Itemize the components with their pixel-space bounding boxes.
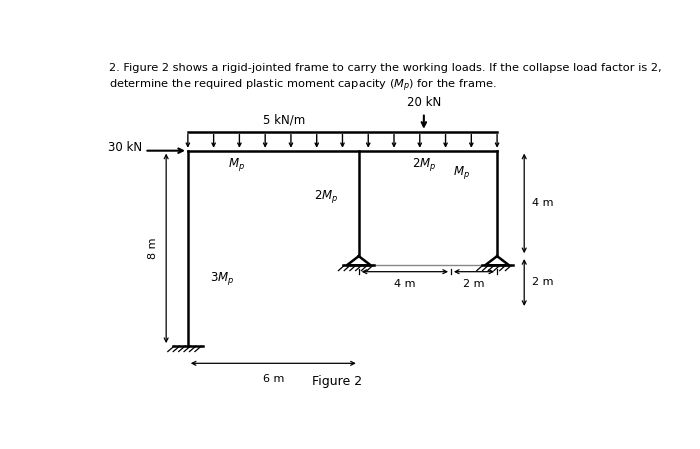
Text: 2. Figure 2 shows a rigid-jointed frame to carry the working loads. If the colla: 2. Figure 2 shows a rigid-jointed frame …: [109, 62, 662, 73]
Text: 4 m: 4 m: [394, 279, 416, 289]
Text: 4 m: 4 m: [533, 198, 554, 208]
Text: 6 m: 6 m: [262, 374, 284, 384]
Text: 2 m: 2 m: [533, 277, 554, 287]
Text: $2M_p$: $2M_p$: [314, 188, 338, 205]
Text: Figure 2: Figure 2: [312, 374, 362, 387]
Text: 2 m: 2 m: [463, 279, 485, 289]
Text: 5 kN/m: 5 kN/m: [263, 114, 305, 127]
Text: $2M_p$: $2M_p$: [412, 156, 436, 173]
Text: 30 kN: 30 kN: [108, 141, 141, 154]
Text: 8 m: 8 m: [148, 238, 158, 259]
Text: $M_p$: $M_p$: [454, 163, 470, 180]
Text: $3M_p$: $3M_p$: [209, 270, 234, 287]
Text: 20 kN: 20 kN: [407, 96, 441, 109]
Text: $M_p$: $M_p$: [228, 156, 245, 173]
Text: determine the required plastic moment capacity ($M_p$) for the frame.: determine the required plastic moment ca…: [109, 78, 497, 94]
